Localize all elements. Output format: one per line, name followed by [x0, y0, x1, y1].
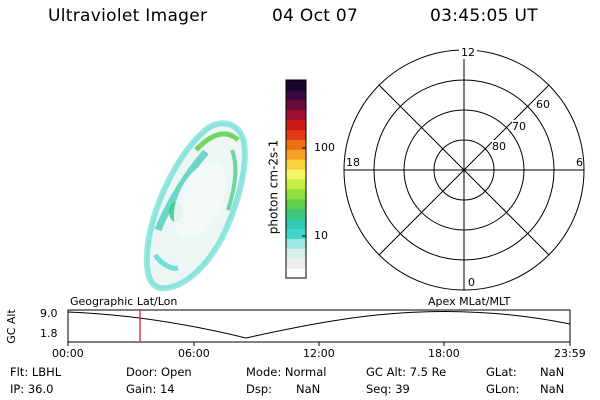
lat-label-60: 60 — [536, 98, 550, 111]
colorbar-swatch — [286, 169, 306, 180]
colorbar-swatch — [286, 248, 306, 259]
colorbar-swatch — [286, 89, 306, 101]
colorbar-swatch — [286, 258, 306, 269]
observation-date: 04 Oct 07 — [272, 6, 359, 26]
colorbar-label: photon cm-2s-1 — [266, 139, 281, 235]
colorbar-swatch — [286, 119, 306, 130]
colorbar-swatch — [286, 179, 306, 190]
mlt-label-18: 18 — [346, 156, 360, 169]
colorbar-swatch — [286, 129, 306, 140]
colorbar-swatch — [286, 228, 306, 239]
mlt-label-12: 12 — [459, 46, 477, 59]
y-tick-9: 9.0 — [40, 307, 58, 320]
glon-label: GLon: — [486, 382, 520, 396]
geographic-label: Geographic Lat/Lon — [70, 295, 178, 308]
gc-alt-info: GC Alt: 7.5 Re — [366, 365, 447, 379]
glon-value: NaN — [540, 382, 565, 396]
observation-time: 03:45:05 UT — [430, 6, 538, 26]
colorbar-tick-100: 100 — [314, 141, 335, 154]
x-tick-1200: 12:00 — [303, 347, 335, 360]
colorbar-swatch — [286, 188, 306, 200]
glat-value: NaN — [540, 365, 565, 379]
mlt-label-6: 6 — [576, 156, 583, 169]
colorbar-tick-10: 10 — [314, 229, 328, 242]
dsp-value: NaN — [296, 382, 321, 396]
colorbar-swatch — [286, 238, 306, 249]
colorbar-swatch — [286, 198, 306, 210]
colorbar-swatch — [286, 139, 306, 150]
lat-label-80: 80 — [492, 140, 506, 153]
colorbar-swatch — [286, 208, 306, 220]
x-tick-2359: 23:59 — [554, 347, 586, 360]
colorbar-swatch — [286, 149, 306, 160]
altitude-curve — [67, 311, 571, 339]
dsp-label: Dsp: — [246, 382, 273, 396]
colorbar-swatch — [286, 99, 306, 111]
gain-info: Gain: 14 — [126, 382, 175, 396]
door-info: Door: Open — [126, 365, 192, 379]
colorbar-swatch — [286, 80, 306, 91]
polar-plot — [343, 49, 585, 291]
x-tick-0000: 00:00 — [52, 347, 84, 360]
timeline-ticks — [67, 342, 571, 346]
colorbar-swatch — [286, 218, 306, 229]
sequence-info: Seq: 39 — [366, 382, 410, 396]
mlt-label-0: 0 — [468, 276, 475, 289]
instrument-title: Ultraviolet Imager — [48, 6, 208, 26]
colorbar-swatch — [286, 159, 306, 170]
glat-label: GLat: — [486, 365, 517, 379]
colorbar-swatch — [286, 268, 306, 279]
y-tick-1-8: 1.8 — [40, 327, 58, 340]
lat-label-70: 70 — [512, 120, 526, 133]
auroral-image — [143, 120, 248, 292]
timeline-frame — [67, 309, 571, 343]
x-tick-0600: 06:00 — [178, 347, 210, 360]
colorbar-swatch — [286, 109, 306, 121]
ip-info: IP: 36.0 — [10, 382, 54, 396]
colorbar — [286, 80, 306, 279]
mode-info: Mode: Normal — [246, 365, 327, 379]
apex-label: Apex MLat/MLT — [428, 295, 511, 308]
x-tick-1800: 18:00 — [428, 347, 460, 360]
timeline-axis-label: GC Alt — [4, 309, 18, 344]
colorbar-frame — [285, 79, 307, 279]
filter-info: Flt: LBHL — [10, 365, 62, 379]
